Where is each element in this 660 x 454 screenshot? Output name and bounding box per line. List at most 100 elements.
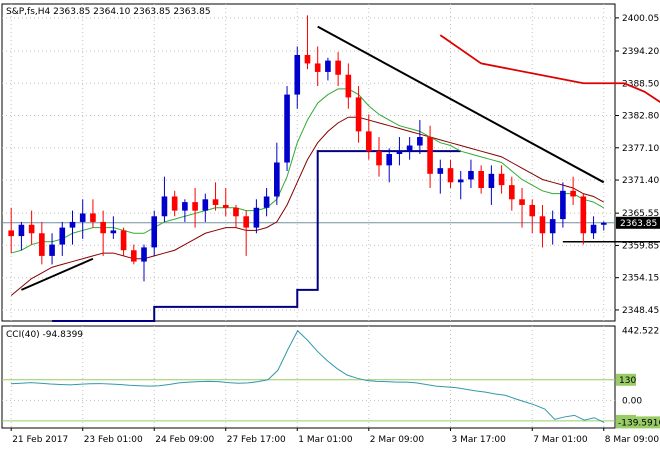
candle-body: [39, 233, 45, 256]
y-tick-label: 2365.55: [622, 209, 659, 219]
candle-body: [314, 63, 321, 72]
candle: [427, 125, 433, 188]
candle-body: [498, 173, 505, 186]
candle: [386, 148, 393, 183]
candle: [120, 227, 127, 256]
candle-body: [192, 202, 198, 211]
candle: [90, 199, 96, 228]
candle: [161, 176, 168, 222]
candle: [580, 193, 587, 245]
candle: [488, 165, 495, 205]
candle: [274, 142, 280, 205]
candle-body: [590, 224, 597, 234]
candle: [100, 210, 106, 256]
candle: [406, 137, 413, 160]
candle: [335, 52, 341, 87]
candle-body: [8, 230, 15, 237]
candle: [202, 193, 209, 222]
cci-header: CCI(40) -94.8399: [6, 330, 83, 340]
candle: [600, 221, 607, 231]
candle: [396, 137, 403, 166]
candle-body: [468, 170, 474, 180]
candle-body: [457, 179, 464, 183]
candle-body: [406, 145, 413, 152]
candle-body: [28, 224, 35, 234]
candle: [110, 216, 117, 239]
candle: [509, 176, 515, 211]
trend-line: [21, 257, 94, 291]
cci-line: [10, 329, 605, 423]
candle-body: [222, 204, 229, 208]
candle: [253, 199, 260, 234]
candle: [8, 207, 15, 254]
y-tick-label: 2382.80: [622, 112, 659, 122]
candle-body: [539, 216, 546, 234]
cci-current-value-box: [616, 416, 660, 429]
main-price-chart: 2400.05 2394.20 2388.50 2382.80 2377.10 2371.…: [1, 3, 660, 322]
candle: [18, 221, 25, 251]
candle-body: [294, 54, 301, 95]
candle-body: [18, 224, 25, 237]
main-plot-frame: [1, 3, 616, 322]
candle-body: [59, 227, 66, 245]
candle: [263, 187, 270, 217]
candle: [28, 210, 35, 245]
candle-body: [171, 196, 178, 211]
candle-body: [488, 173, 495, 188]
candle-body: [79, 213, 86, 222]
candle-body: [202, 199, 209, 211]
candle: [519, 187, 525, 228]
candle: [192, 187, 198, 228]
candle-body: [437, 168, 444, 174]
candle-body: [478, 170, 484, 188]
y-tick-label: 2388.50: [622, 79, 659, 89]
y-tick-label: 2359.85: [622, 241, 659, 251]
candle: [468, 159, 474, 188]
x-tick-label: 24 Feb 09:00: [155, 435, 214, 445]
cci-y-tick-label: 0.00: [622, 396, 642, 406]
candle-body: [365, 131, 372, 152]
candle: [355, 86, 362, 143]
candle: [529, 199, 536, 234]
candle: [560, 182, 566, 228]
candle: [39, 221, 45, 265]
candle: [325, 57, 331, 81]
candle: [365, 114, 372, 160]
candle-body: [417, 137, 423, 146]
candle-body: [141, 247, 147, 262]
candle: [570, 176, 576, 205]
candle: [222, 187, 229, 217]
support-level-line: [52, 150, 461, 322]
x-tick-label: 3 Mar 17:00: [452, 435, 507, 445]
y-tick-label: 2348.45: [622, 306, 659, 316]
current-price-label: 2363.85: [620, 219, 657, 229]
candle: [437, 159, 444, 194]
candle: [549, 210, 556, 245]
candle-body: [130, 250, 137, 262]
candle: [59, 221, 66, 256]
candle-body: [529, 204, 536, 217]
candle-body: [549, 219, 556, 234]
candle-body: [600, 222, 607, 225]
candle: [590, 216, 597, 239]
y-tick-label: 2354.15: [622, 274, 659, 284]
candle: [243, 210, 249, 256]
candle: [457, 170, 464, 200]
trend-line: [317, 25, 605, 184]
candle: [376, 137, 382, 177]
candle-body: [161, 196, 168, 217]
candle-body: [509, 185, 515, 200]
candle: [49, 233, 55, 265]
candle-body: [182, 202, 188, 211]
candle-body: [120, 230, 127, 251]
candle: [294, 46, 301, 109]
candle: [141, 244, 147, 282]
y-tick-label: 2394.20: [622, 47, 659, 57]
candle-body: [263, 196, 270, 208]
candle-body: [335, 60, 341, 75]
candle-body: [345, 74, 352, 98]
candle-body: [233, 207, 239, 217]
y-tick-label: 2371.40: [622, 176, 659, 186]
candle-body: [110, 230, 117, 234]
